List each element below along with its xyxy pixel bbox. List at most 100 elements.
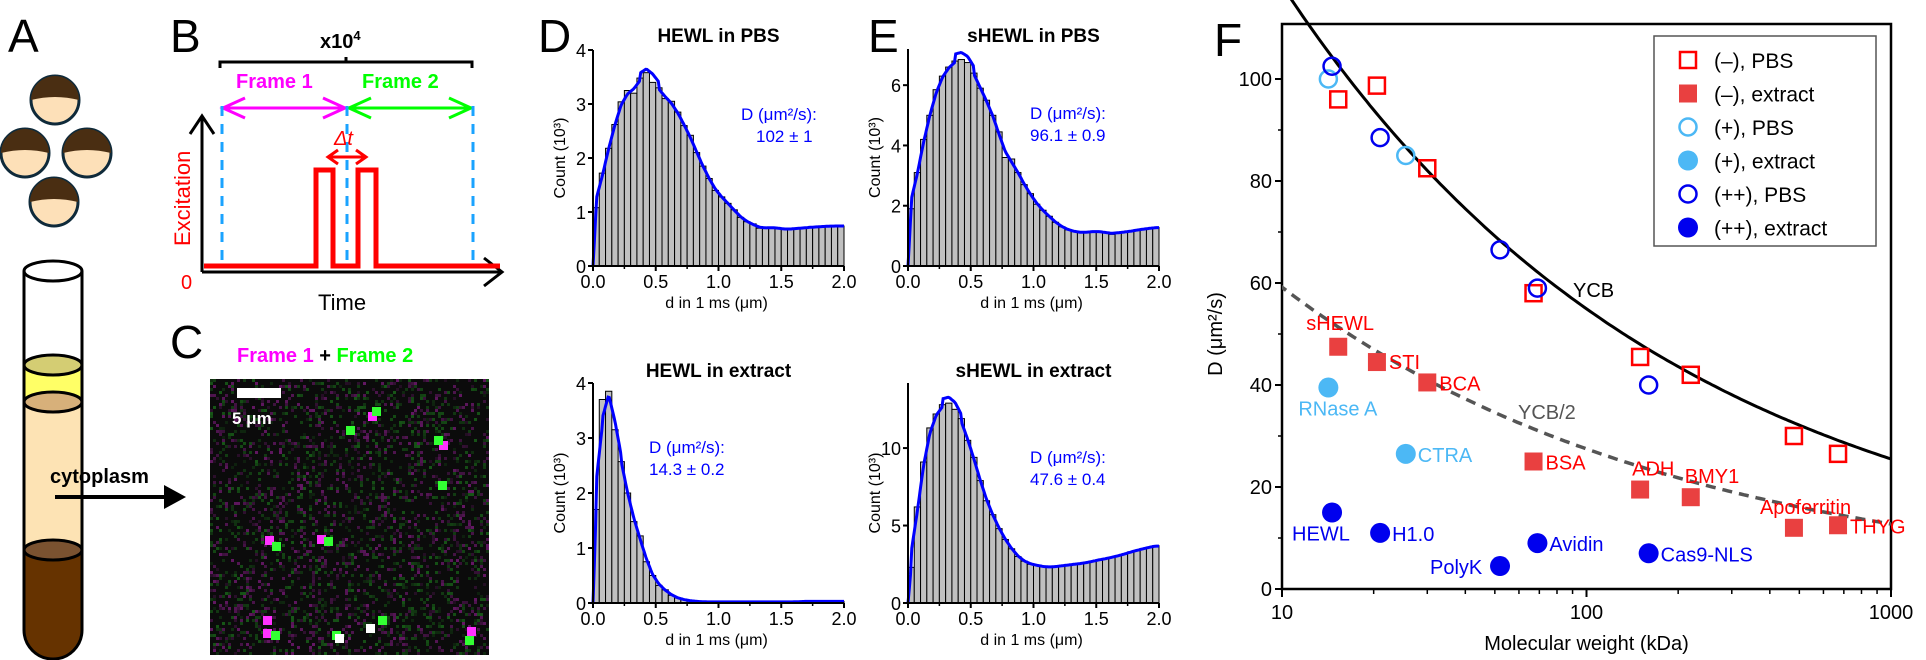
panel-b: B x104 Frame 1 Frame 2 <box>170 10 505 315</box>
noise-pixel <box>276 505 279 508</box>
noise-pixel <box>258 463 261 466</box>
x-tick-label: 0.5 <box>643 609 668 629</box>
noise-pixel <box>366 478 369 481</box>
noise-pixel <box>297 505 300 508</box>
noise-pixel <box>444 541 447 544</box>
noise-pixel <box>330 487 333 490</box>
noise-pixel <box>273 622 276 625</box>
noise-pixel <box>378 553 381 556</box>
data-point <box>1524 452 1543 471</box>
noise-pixel <box>312 460 315 463</box>
noise-pixel <box>318 457 321 460</box>
noise-pixel <box>450 577 453 580</box>
data-point-label: ADH <box>1632 459 1674 481</box>
noise-pixel <box>396 631 399 634</box>
noise-pixel <box>213 481 216 484</box>
noise-pixel <box>384 433 387 436</box>
noise-pixel <box>378 394 381 397</box>
data-point <box>1322 56 1342 76</box>
chart-title: sHEWL in PBS <box>967 26 1100 47</box>
histogram-bar <box>724 202 732 267</box>
legend-label: (+), extract <box>1714 151 1815 174</box>
noise-pixel <box>258 526 261 529</box>
noise-pixel <box>360 604 363 607</box>
noise-pixel <box>357 445 360 448</box>
histogram-bar <box>945 66 953 267</box>
noise-pixel <box>315 568 318 571</box>
noise-pixel <box>453 601 456 604</box>
noise-pixel <box>264 598 267 601</box>
noise-pixel <box>306 466 309 469</box>
noise-pixel <box>441 580 444 583</box>
noise-pixel <box>453 427 456 430</box>
noise-pixel <box>327 454 330 457</box>
noise-pixel <box>327 550 330 553</box>
noise-pixel <box>378 478 381 481</box>
noise-pixel <box>243 454 246 457</box>
noise-pixel <box>462 511 465 514</box>
noise-pixel <box>408 442 411 445</box>
noise-pixel <box>237 649 240 652</box>
noise-pixel <box>450 583 453 586</box>
noise-pixel <box>243 460 246 463</box>
noise-pixel <box>354 493 357 496</box>
noise-pixel <box>411 583 414 586</box>
noise-pixel <box>231 547 234 550</box>
noise-pixel <box>471 505 474 508</box>
noise-pixel <box>444 529 447 532</box>
noise-pixel <box>267 469 270 472</box>
noise-pixel <box>432 448 435 451</box>
histogram-bar <box>1026 563 1034 604</box>
noise-pixel <box>345 454 348 457</box>
noise-pixel <box>429 616 432 619</box>
noise-pixel <box>396 379 399 382</box>
noise-pixel <box>420 460 423 463</box>
noise-pixel <box>243 595 246 598</box>
noise-pixel <box>225 637 228 640</box>
noise-pixel <box>438 394 441 397</box>
noise-pixel <box>456 406 459 409</box>
noise-pixel <box>228 487 231 490</box>
noise-pixel <box>324 412 327 415</box>
noise-pixel <box>480 595 483 598</box>
noise-pixel <box>393 415 396 418</box>
noise-pixel <box>237 538 240 541</box>
noise-pixel <box>333 520 336 523</box>
histogram-bar <box>1089 230 1097 267</box>
noise-pixel <box>219 451 222 454</box>
noise-pixel <box>486 511 489 514</box>
histogram-bar <box>1076 232 1085 267</box>
noise-pixel <box>318 601 321 604</box>
noise-pixel <box>483 394 486 397</box>
noise-pixel <box>384 580 387 583</box>
noise-pixel <box>348 529 351 532</box>
noise-pixel <box>342 433 345 436</box>
noise-pixel <box>414 523 417 526</box>
noise-pixel <box>450 544 453 547</box>
noise-pixel <box>291 472 294 475</box>
noise-pixel <box>339 505 342 508</box>
noise-pixel <box>237 520 240 523</box>
noise-pixel <box>249 445 252 448</box>
noise-pixel <box>417 652 420 655</box>
noise-pixel <box>309 496 312 499</box>
noise-pixel <box>411 511 414 514</box>
noise-pixel <box>432 622 435 625</box>
histogram-bar <box>932 89 940 267</box>
noise-pixel <box>483 526 486 529</box>
noise-pixel <box>432 610 435 613</box>
noise-pixel <box>471 610 474 613</box>
noise-pixel <box>243 418 246 421</box>
noise-pixel <box>231 409 234 412</box>
noise-pixel <box>315 412 318 415</box>
x-tick-label: 0.0 <box>895 272 920 292</box>
noise-pixel <box>300 487 303 490</box>
noise-pixel <box>264 607 267 610</box>
noise-pixel <box>318 424 321 427</box>
noise-pixel <box>216 442 219 445</box>
noise-pixel <box>219 499 222 502</box>
histogram-bar <box>623 90 632 267</box>
noise-pixel <box>396 643 399 646</box>
legend-marker <box>1678 117 1698 137</box>
